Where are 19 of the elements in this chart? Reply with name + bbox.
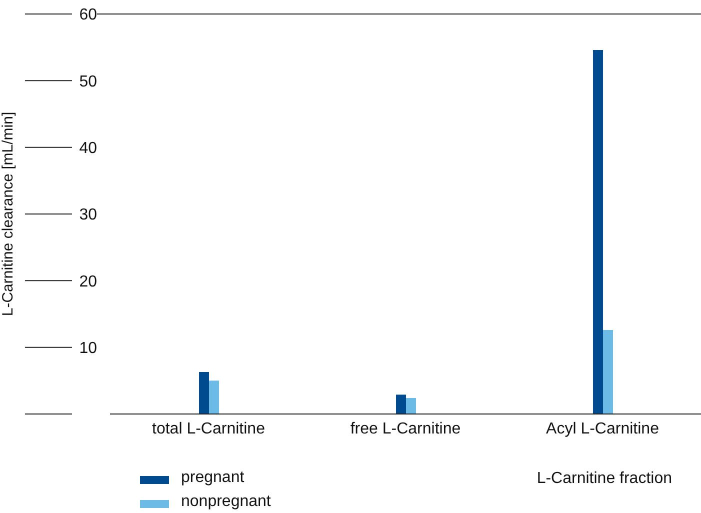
bar: [209, 380, 219, 414]
x-axis-title: L-Carnitine fraction: [536, 470, 672, 488]
bar: [396, 394, 406, 414]
y-tick-label: 40: [79, 140, 98, 157]
y-tick-label: 20: [79, 273, 98, 290]
bar: [406, 398, 416, 414]
bar: [199, 372, 209, 414]
bar: [593, 50, 603, 414]
x-tick-label: total L-Carnitine: [152, 420, 266, 438]
x-tick-label: free L-Carnitine: [350, 420, 461, 438]
legend-label: nonpregnant: [181, 492, 271, 512]
y-tick-label: 10: [79, 340, 98, 357]
y-tick-label: 30: [79, 206, 98, 224]
y-tick-label: 50: [79, 73, 98, 90]
y-axis-title: L-Carnitine clearance [mL/min]: [0, 112, 16, 316]
x-tick-label: Acyl L-Carnitine: [546, 420, 660, 438]
legend-label: pregnant: [181, 468, 244, 488]
y-tick-label: 60: [79, 6, 98, 24]
bar: [603, 330, 613, 414]
